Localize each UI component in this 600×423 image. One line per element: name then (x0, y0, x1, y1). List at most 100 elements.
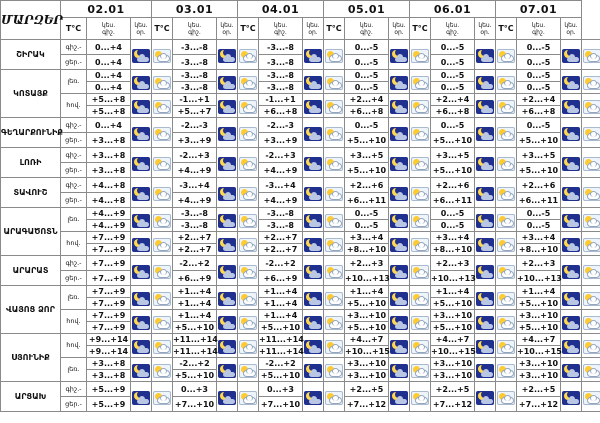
sun-cloud-icon (497, 99, 515, 114)
moon-shape (306, 264, 316, 274)
night-temp-cell: +3...+5 (344, 147, 389, 163)
night-icon-cell (474, 207, 496, 232)
day-icon-cell (581, 231, 600, 256)
cloud-shape (243, 295, 256, 305)
cloud-shape (329, 190, 342, 200)
moon-cloud-icon (390, 75, 408, 90)
moon-shape (564, 156, 574, 166)
cloud-shape (567, 191, 579, 200)
temp-column-header: T°C (495, 17, 517, 40)
day-icon-cell (151, 309, 173, 334)
night-temp-cell: +7...+9 (86, 309, 131, 322)
moon-cloud-icon (476, 48, 494, 63)
moon-shape (134, 291, 144, 301)
day-temp-cell: 0...-5 (344, 54, 389, 70)
cloud-shape (395, 191, 407, 200)
moon-shape (478, 99, 488, 109)
sun-shape (155, 101, 162, 109)
moon-shape (134, 75, 144, 85)
moon-shape (306, 156, 316, 166)
day-icon-cell (237, 255, 259, 286)
moon-cloud-icon (562, 75, 580, 90)
cloud-shape (157, 268, 170, 278)
night-temp-cell: -2...+2 (258, 255, 303, 271)
night-icon-cell (216, 207, 238, 232)
night-temp-cell: +2...+6 (430, 177, 475, 193)
cloud-shape (309, 80, 321, 89)
midday-column-header: կես. օր. (560, 17, 582, 40)
cloud-shape (501, 367, 514, 377)
cloud-shape (243, 52, 256, 62)
night-temp-cell: -1...+1 (172, 93, 217, 106)
cloud-shape (481, 191, 493, 200)
sun-shape (585, 365, 592, 373)
period-label-cell: գիշ.- (60, 381, 87, 397)
moon-shape (306, 213, 316, 223)
day-icon-cell (409, 231, 431, 256)
cloud-shape (329, 103, 342, 113)
night-temp-cell: +1...+4 (344, 285, 389, 298)
night-temp-cell: -2...+2 (172, 255, 217, 271)
night-icon-cell (474, 117, 496, 148)
moon-cloud-icon (304, 339, 322, 354)
sun-cloud-icon (583, 213, 600, 228)
day-temp-cell: +5...+9 (86, 396, 131, 412)
moon-shape (134, 339, 144, 349)
cloud-shape (309, 368, 321, 377)
sun-cloud-icon (153, 291, 171, 306)
midday-column-header: կես. օր. (388, 17, 410, 40)
moon-cloud-icon (476, 75, 494, 90)
moon-shape (306, 75, 316, 85)
day-icon-cell (581, 255, 600, 286)
cloud-shape (501, 295, 514, 305)
moon-shape (564, 213, 574, 223)
night-temp-cell: -2...+2 (258, 357, 303, 370)
sun-cloud-icon (239, 339, 257, 354)
moon-cloud-icon (476, 186, 494, 201)
sun-shape (155, 365, 162, 373)
night-icon-cell (560, 333, 582, 358)
day-icon-cell (323, 177, 345, 208)
cloud-shape (223, 395, 235, 404)
moon-shape (478, 237, 488, 247)
sun-shape (155, 128, 162, 136)
sun-cloud-icon (325, 315, 343, 330)
moon-shape (564, 99, 574, 109)
sun-cloud-icon (497, 264, 515, 279)
moon-shape (220, 213, 230, 223)
day-icon-cell (151, 39, 173, 70)
day-icon-cell (151, 69, 173, 94)
moon-cloud-icon (218, 213, 236, 228)
moon-cloud-icon (218, 75, 236, 90)
moon-cloud-icon (218, 264, 236, 279)
moon-cloud-icon (390, 390, 408, 405)
cloud-shape (481, 53, 493, 62)
cloud-shape (223, 296, 235, 305)
cloud-shape (587, 217, 600, 227)
night-icon-cell (560, 93, 582, 118)
sun-cloud-icon (497, 126, 515, 141)
cloud-shape (415, 103, 428, 113)
sun-cloud-icon (411, 213, 429, 228)
day-temp-cell: +3...+8 (86, 369, 131, 382)
day-temp-cell: +5...+10 (516, 132, 561, 148)
moon-cloud-icon (132, 75, 150, 90)
cloud-shape (157, 217, 170, 227)
cloud-shape (481, 242, 493, 251)
cloud-shape (587, 343, 600, 353)
night-temp-cell: -3...-8 (258, 39, 303, 55)
moon-cloud-icon (304, 315, 322, 330)
moon-shape (478, 126, 488, 136)
moon-cloud-icon (562, 363, 580, 378)
cloud-shape (395, 131, 407, 140)
night-temp-cell: +1...+4 (430, 285, 475, 298)
moon-cloud-icon (476, 126, 494, 141)
moon-cloud-icon (218, 363, 236, 378)
cloud-shape (395, 218, 407, 227)
sun-cloud-icon (411, 156, 429, 171)
cloud-shape (481, 320, 493, 329)
sun-cloud-icon (411, 315, 429, 330)
zone-label-cell: լեռ. (60, 207, 87, 232)
moon-shape (134, 48, 144, 58)
day-temp-cell: +5...+10 (430, 321, 475, 334)
